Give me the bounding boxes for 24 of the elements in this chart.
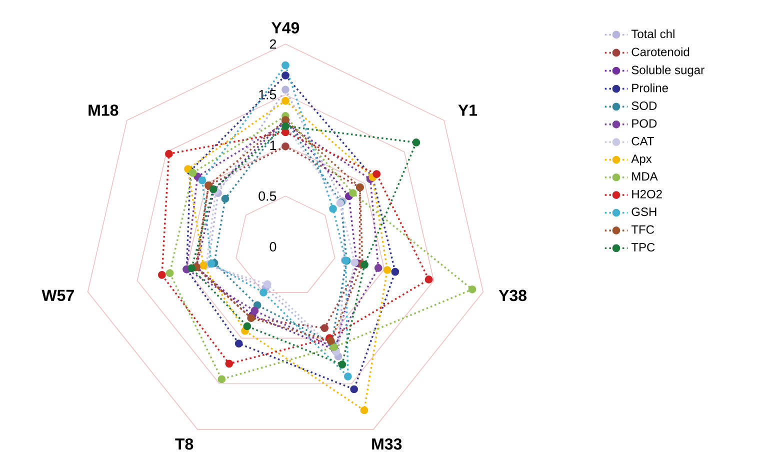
legend-label: TPC <box>631 243 655 252</box>
legend-label: Carotenoid <box>632 47 690 56</box>
legend-label: GSH <box>632 208 656 216</box>
legend-label: MDA <box>632 172 658 181</box>
spoke-label: Y38 <box>498 290 527 302</box>
spoke-label: T8 <box>175 438 194 450</box>
legend-label: Soluble sugar <box>632 65 704 77</box>
y-tick-label: 2 <box>270 39 276 49</box>
y-tick-label: 1 <box>270 140 276 150</box>
legend-label: Total chl <box>631 29 674 38</box>
legend-label: POD <box>632 119 657 128</box>
spoke-label: W57 <box>42 290 74 302</box>
legend-label: TFC <box>631 225 654 234</box>
spoke-label: Y49 <box>271 22 300 34</box>
y-tick-label: 0 <box>270 242 276 252</box>
spoke-label: Y1 <box>458 104 478 116</box>
legend-label: CAT <box>632 136 654 146</box>
spoke-label: M18 <box>88 104 118 116</box>
legend-label: Apx <box>631 154 652 166</box>
y-tick-label: 0.5 <box>258 191 276 201</box>
legend-label: H2O2 <box>632 190 662 198</box>
spoke-label: M33 <box>372 438 402 450</box>
legend-label: SOD <box>632 102 657 110</box>
legend-label: Proline <box>632 84 668 92</box>
